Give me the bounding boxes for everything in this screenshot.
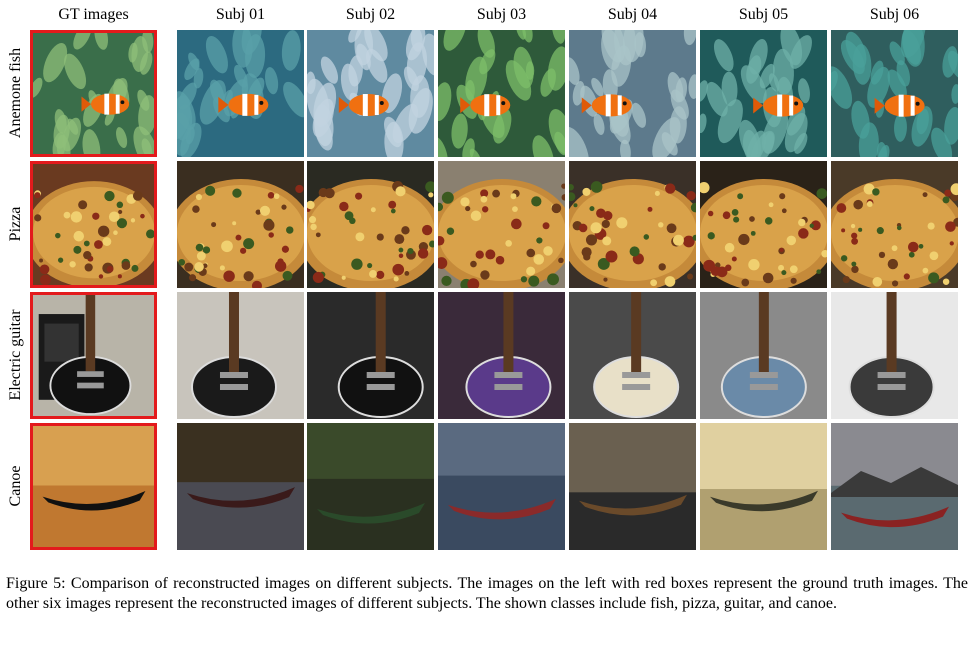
reconstruction-subj-5-fish (700, 30, 827, 157)
row-label-canoe: Canoe (7, 465, 24, 507)
reconstruction-subj-5-canoe (700, 423, 827, 550)
gt-image-canoe (30, 423, 157, 550)
reconstruction-subj-4-pizza (569, 161, 696, 288)
figure-caption: Figure 5: Comparison of reconstructed im… (6, 575, 968, 612)
gt-image-pizza (30, 161, 157, 288)
reconstruction-subj-4-canoe (569, 423, 696, 550)
column-header-subj-1: Subj 01 (215, 6, 266, 23)
reconstruction-subj-4-guitar (569, 292, 696, 419)
reconstruction-subj-6-canoe (831, 423, 958, 550)
column-header-subj-3: Subj 03 (476, 6, 527, 23)
reconstruction-subj-1-canoe (177, 423, 304, 550)
reconstruction-subj-6-fish (831, 30, 958, 157)
reconstruction-subj-2-canoe (307, 423, 434, 550)
reconstruction-subj-3-guitar (438, 292, 565, 419)
reconstruction-subj-1-pizza (177, 161, 304, 288)
row-label-pizza: Pizza (7, 206, 24, 242)
column-header-subj-5: Subj 05 (738, 6, 789, 23)
column-header-gt: GT images (58, 6, 129, 23)
gt-image-fish (30, 30, 157, 157)
reconstruction-subj-1-guitar (177, 292, 304, 419)
column-header-subj-2: Subj 02 (345, 6, 396, 23)
reconstruction-subj-2-guitar (307, 292, 434, 419)
row-label-guitar: Electric guitar (7, 309, 24, 401)
reconstruction-subj-2-pizza (307, 161, 434, 288)
reconstruction-subj-3-pizza (438, 161, 565, 288)
reconstruction-subj-5-pizza (700, 161, 827, 288)
column-header-subj-4: Subj 04 (607, 6, 658, 23)
reconstruction-subj-1-fish (177, 30, 304, 157)
reconstruction-subj-6-guitar (831, 292, 958, 419)
row-label-fish: Anemone fish (7, 47, 24, 139)
reconstruction-subj-3-canoe (438, 423, 565, 550)
reconstruction-subj-5-guitar (700, 292, 827, 419)
gt-image-guitar (30, 292, 157, 419)
reconstruction-subj-6-pizza (831, 161, 958, 288)
column-header-subj-6: Subj 06 (869, 6, 920, 23)
reconstruction-subj-4-fish (569, 30, 696, 157)
reconstruction-subj-2-fish (307, 30, 434, 157)
reconstruction-subj-3-fish (438, 30, 565, 157)
